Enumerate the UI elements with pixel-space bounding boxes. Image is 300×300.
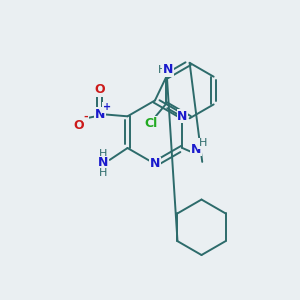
Text: O: O	[74, 119, 84, 132]
Text: H: H	[158, 65, 166, 75]
Text: N: N	[191, 142, 202, 155]
Text: N: N	[177, 110, 188, 123]
Text: N: N	[94, 108, 105, 121]
Text: H: H	[98, 149, 107, 159]
Text: H: H	[199, 138, 207, 148]
Text: -: -	[84, 111, 88, 121]
Text: +: +	[103, 102, 111, 112]
Text: N: N	[150, 158, 160, 170]
Text: N: N	[98, 156, 108, 170]
Text: Cl: Cl	[144, 117, 158, 130]
Text: H: H	[98, 168, 107, 178]
Text: O: O	[94, 83, 105, 96]
Text: N: N	[163, 63, 173, 76]
